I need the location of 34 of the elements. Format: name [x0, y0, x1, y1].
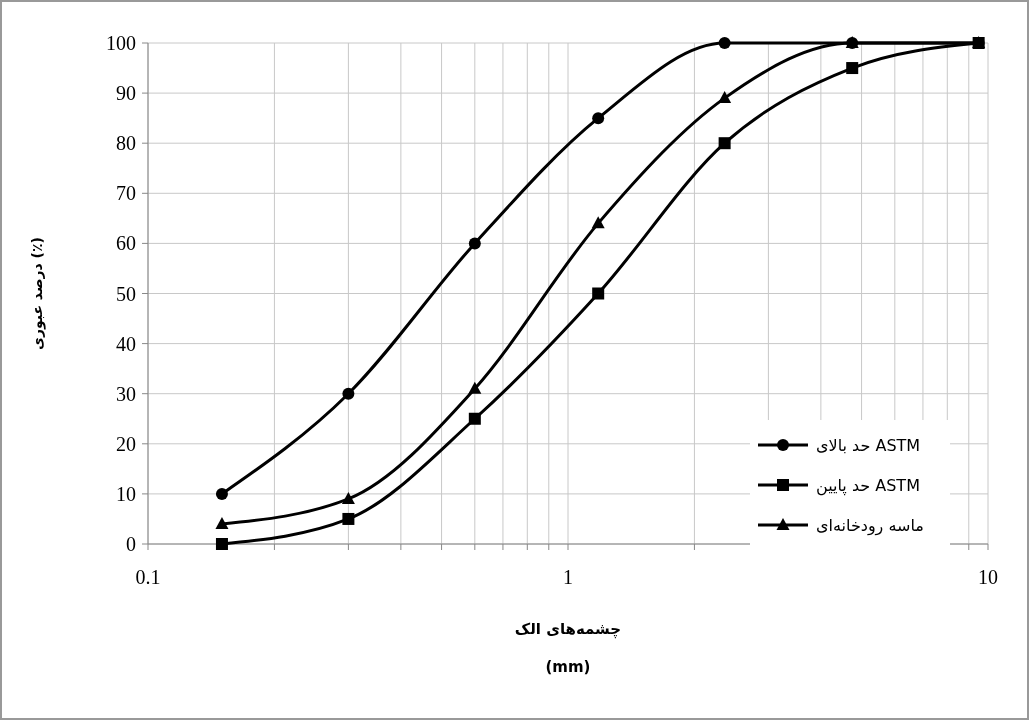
y-tick-label: 0	[126, 533, 136, 555]
y-axis-title: درصد عبوری (٪)	[29, 237, 46, 350]
point	[592, 112, 605, 125]
x-tick-label: 0.1	[135, 566, 161, 588]
y-tick-label: 90	[116, 82, 136, 105]
point	[718, 37, 731, 49]
legend-label: حد پایین ASTM	[816, 475, 920, 496]
y-tick-label: 100	[106, 32, 136, 54]
y-tick-label: 60	[116, 232, 136, 255]
point	[718, 91, 732, 104]
point	[215, 487, 228, 500]
point	[718, 137, 731, 150]
point	[591, 216, 605, 229]
y-tick-label: 70	[116, 182, 136, 205]
point	[468, 412, 481, 425]
x-tick-label: 10	[978, 566, 998, 588]
point	[342, 387, 355, 400]
x-tick-label: 1	[563, 566, 573, 588]
point	[215, 516, 229, 529]
y-tick-label: 20	[116, 432, 136, 455]
point	[468, 237, 481, 250]
y-tick-label: 40	[116, 332, 136, 355]
point	[342, 512, 355, 525]
point	[846, 62, 859, 75]
legend-label: ماسه رودخانه‌ای	[816, 515, 924, 536]
y-tick-label: 50	[116, 282, 136, 305]
point	[215, 538, 228, 550]
y-tick-label: 80	[116, 132, 136, 155]
point	[592, 287, 605, 300]
y-tick-label: 10	[116, 482, 136, 505]
y-tick-label: 30	[116, 382, 136, 405]
point	[468, 381, 482, 394]
legend-label: حد بالای ASTM	[816, 435, 921, 455]
point	[341, 491, 355, 504]
